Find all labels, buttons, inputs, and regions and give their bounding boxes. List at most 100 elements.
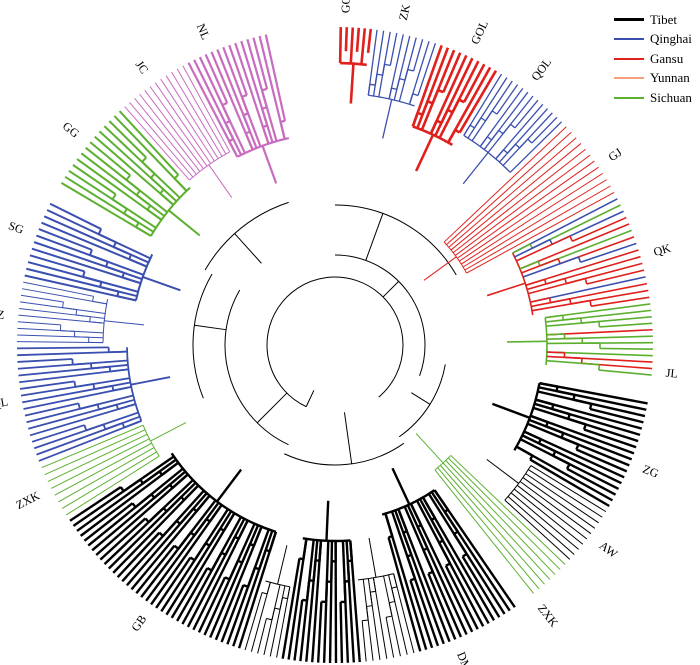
sub-branch [366,605,373,607]
sub-branch [546,337,583,340]
leaf-branch [20,294,64,303]
leaf-branch [204,54,229,104]
sub-branch [397,508,409,532]
sub-branch [546,333,565,336]
sub-branch [370,590,376,593]
clade-sg [24,202,181,302]
clade-stem [486,458,519,484]
leaf-branch [276,586,291,658]
sub-branch [162,489,205,537]
clade-label: SG [7,218,27,237]
sub-branch [427,493,468,555]
sub-branch [128,258,148,268]
sub-branch [412,93,419,97]
clade-zg [491,382,648,508]
sub-branch [85,411,139,432]
leaf-branch [339,601,344,663]
sub-branch [141,161,181,199]
sub-branch [134,467,184,509]
sub-branch [75,309,78,316]
sub-branch [515,445,534,457]
sub-branch [537,390,592,405]
sub-branch [108,350,128,354]
leaf-branch [50,438,150,489]
clade-aw [486,458,607,560]
clade-zk [367,29,436,139]
sub-branch [409,503,423,526]
sub-branch [438,98,461,139]
backbone-branch [334,204,457,276]
sub-branch [486,136,492,141]
sub-branch [82,275,139,293]
sub-branch [514,238,551,258]
clade-arc [302,537,351,543]
clade-gb [69,452,278,649]
leaf-branch [589,407,644,424]
clade-arc [150,186,191,237]
leaf-branch [462,179,607,268]
sub-branch [403,506,434,573]
leaf-branch [176,567,209,622]
leaf-branch [139,93,201,172]
sub-branch [362,579,369,621]
sub-branch [123,212,154,233]
legend-item-qinghai: Qinghai [614,30,700,50]
sub-branch [159,192,174,206]
leaf-branch [135,544,176,595]
sub-branch [208,510,233,547]
sub-branch [268,531,278,552]
sub-branch [228,523,256,580]
sub-branch [246,529,270,588]
backbone-branch [192,273,213,399]
sub-branch [491,110,498,115]
sub-branch [224,518,246,556]
sub-branch [406,504,429,549]
clade-label: ZG [641,462,661,481]
leaf-branch [155,556,192,609]
leaf-branch [49,202,102,230]
sub-branch [498,143,517,163]
leaf-branch [516,484,588,540]
sub-branch [274,607,281,610]
clade-stem [104,320,145,326]
sub-branch [135,194,165,217]
clade-zxk-2 [41,422,187,516]
clade-stem [325,500,330,541]
leaf-branch [433,489,516,608]
sub-branch [525,278,545,287]
leaf-branch [590,296,650,307]
clade-label: GB [128,612,149,634]
leaf-branch [29,254,85,273]
clade-label: QL [0,395,9,412]
sub-branch [113,385,132,392]
sub-branch [105,415,141,431]
leaf-branch [509,121,562,173]
clade-arc [265,580,290,588]
legend-item-gansu: Gansu [614,49,700,69]
clade-stem [462,152,489,185]
sub-branch [384,513,394,537]
leaf-branch [566,467,617,496]
sub-branch [261,592,268,595]
leaf-branch [385,617,395,658]
leaf-branch [447,457,561,570]
sub-branch [75,377,130,388]
leaf-branch [293,599,304,661]
sub-branch [531,299,591,312]
leaf-branch [108,120,147,159]
leaf-branch [116,531,161,578]
sub-branch [287,586,291,599]
legend-swatch [614,77,644,80]
sub-branch [418,498,444,542]
leaf-branch [83,502,134,542]
sub-branch [391,586,398,589]
clade-arc [513,382,541,451]
sub-branch [577,256,582,263]
clade-dm [381,467,516,652]
sub-branch [415,500,452,565]
sub-branch [282,597,288,600]
legend-item-tibet: Tibet [614,10,700,30]
leaf-branch [528,469,603,518]
sub-branch [324,540,330,602]
